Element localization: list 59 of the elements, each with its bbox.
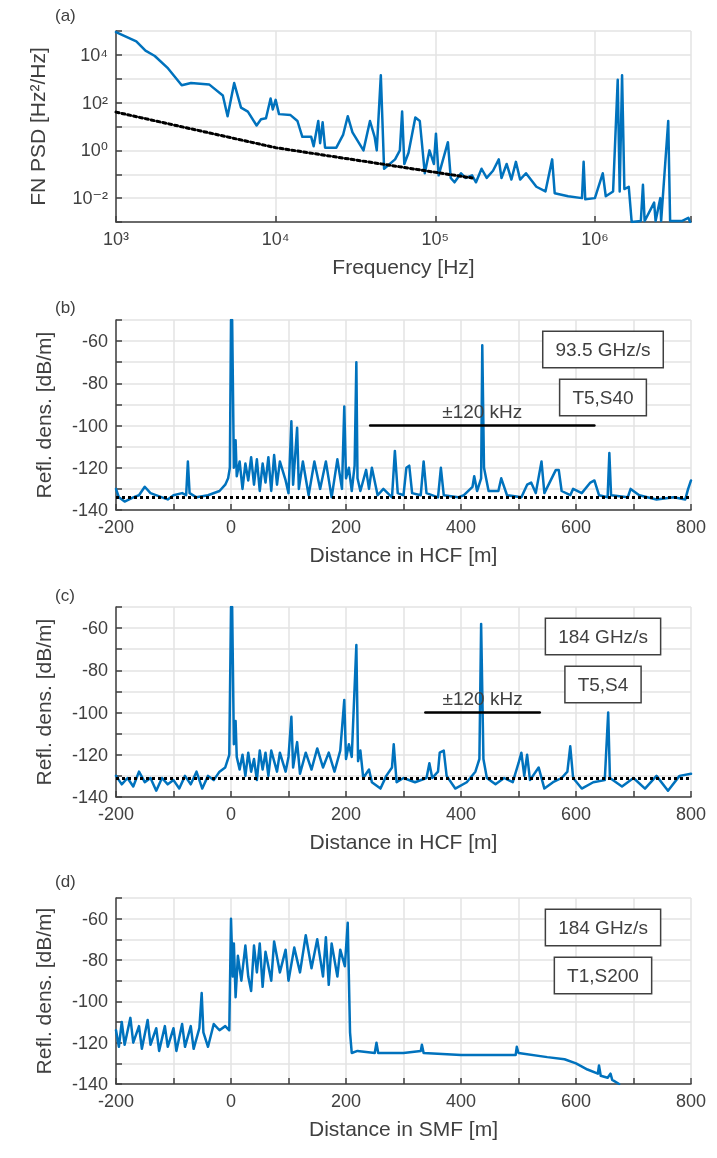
y-tick-label: -140 [71, 787, 108, 807]
x-tick-label: 10⁴ [261, 229, 290, 249]
y-axis-title: Refl. dens. [dB/m] [32, 618, 55, 786]
y-tick-label: -100 [71, 702, 108, 723]
x-tick-label: 600 [560, 1091, 592, 1111]
x-tick-label: 800 [675, 804, 707, 824]
annotation: T5,S40 [572, 387, 634, 408]
y-tick-label: -140 [71, 1074, 108, 1094]
y-tick-label: -80 [81, 950, 108, 970]
y-tick-label: -120 [71, 1032, 108, 1053]
x-tick-label: 600 [560, 517, 592, 537]
y-axis-title: Refl. dens. [dB/m] [32, 907, 55, 1075]
x-tick-label: 200 [330, 517, 362, 537]
y-tick-label: 10⁴ [80, 44, 108, 65]
y-tick-label: -120 [71, 457, 108, 478]
x-tick-label: 800 [675, 517, 707, 537]
x-tick-label: -200 [97, 1091, 135, 1111]
x-tick-label: 200 [330, 804, 362, 824]
x-tick-label: -200 [97, 804, 135, 824]
y-tick-label: -140 [71, 500, 108, 520]
chart-title: (c) [55, 586, 75, 605]
y-tick-label: -60 [81, 331, 108, 352]
y-tick-label: -60 [81, 908, 108, 929]
x-tick-label: 0 [225, 517, 237, 537]
y-tick-label: 10⁰ [80, 140, 108, 161]
y-tick-label: -60 [81, 618, 108, 639]
y-tick-label: -80 [81, 373, 108, 394]
annotation: 184 GHz/s [558, 917, 648, 938]
x-tick-label: 0 [225, 804, 237, 824]
annotation: 184 GHz/s [558, 626, 648, 647]
x-axis-title: Frequency [Hz] [332, 255, 475, 278]
x-tick-label: 600 [560, 804, 592, 824]
y-tick-label: -100 [71, 415, 108, 436]
x-tick-label: 400 [445, 1091, 477, 1111]
chart-title: (a) [55, 6, 76, 25]
y-axis-title: Refl. dens. [dB/m] [32, 331, 55, 499]
x-tick-label: 400 [445, 517, 477, 537]
x-axis-title: Distance in HCF [m] [309, 543, 498, 566]
x-axis-title: Distance in HCF [m] [309, 830, 498, 853]
x-tick-label: 10⁶ [581, 229, 609, 249]
x-tick-label: 800 [675, 1091, 707, 1111]
annotation: 93.5 GHz/s [555, 339, 651, 360]
x-tick-label: 10⁵ [421, 229, 449, 249]
y-tick-label: 10⁻² [72, 188, 108, 209]
x-tick-label: -200 [97, 517, 135, 537]
annotation: T5,S4 [577, 674, 629, 695]
y-tick-label: -120 [71, 744, 108, 765]
x-axis-title: Distance in SMF [m] [308, 1117, 499, 1140]
y-tick-label: -100 [71, 991, 108, 1012]
x-tick-label: 200 [330, 1091, 362, 1111]
x-tick-label: 0 [225, 1091, 237, 1111]
chart-title: (b) [55, 298, 76, 317]
annotation: T1,S200 [567, 965, 639, 986]
x-tick-label: 400 [445, 804, 477, 824]
chart-title: (d) [55, 872, 76, 891]
y-tick-label: 10² [81, 92, 109, 113]
x-tick-label: 10³ [102, 229, 130, 249]
y-tick-label: -80 [81, 660, 108, 681]
y-axis-title: FN PSD [Hz²/Hz] [26, 47, 49, 206]
